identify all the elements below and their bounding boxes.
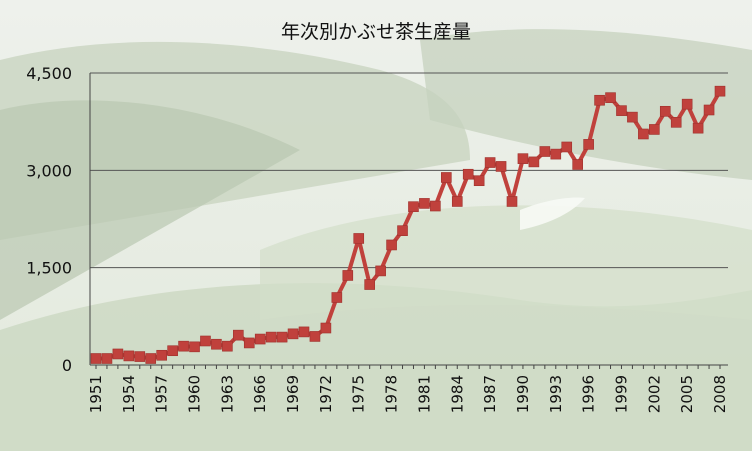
y-tick-label: 1,500	[26, 259, 72, 278]
x-tick-label: 1951	[87, 375, 105, 413]
x-tick-label: 1963	[218, 375, 236, 413]
x-tick-label: 1990	[514, 375, 532, 413]
x-tick-label: 1981	[415, 375, 433, 413]
data-point	[134, 351, 146, 362]
gridlines	[90, 72, 728, 269]
data-point	[517, 153, 529, 164]
data-point	[353, 233, 365, 244]
data-point	[112, 348, 124, 360]
x-tick-label: 1957	[153, 375, 171, 413]
data-point	[320, 322, 332, 334]
x-tick-label: 1993	[547, 375, 565, 413]
data-point	[233, 329, 244, 341]
data-point	[243, 337, 255, 349]
data-point	[342, 270, 354, 281]
data-point	[178, 340, 189, 352]
data-point	[550, 148, 562, 160]
data-point	[583, 139, 594, 150]
data-point	[670, 117, 682, 128]
axes: 0 1,500 3,000 4,500 1951 1954 1957 1960 1963 1966…	[26, 64, 729, 413]
data-point	[441, 172, 452, 183]
data-point	[419, 198, 430, 209]
y-tick-label: 3,000	[26, 161, 72, 180]
data-point	[484, 157, 496, 168]
data-point	[375, 265, 386, 277]
data-point	[430, 200, 441, 212]
data-point	[265, 331, 277, 343]
data-point	[254, 333, 266, 345]
x-tick-label: 2005	[678, 375, 696, 413]
data-point	[572, 159, 583, 170]
data-point	[528, 156, 540, 168]
data-point	[298, 326, 310, 338]
data-point	[451, 196, 463, 207]
x-tick-label: 1984	[448, 375, 466, 413]
data-point	[659, 105, 671, 117]
x-tick-label: 2008	[711, 375, 729, 413]
data-point	[276, 331, 288, 343]
data-point	[462, 168, 474, 180]
data-point	[408, 201, 419, 212]
data-point	[331, 292, 343, 303]
data-point	[145, 353, 157, 364]
data-point	[211, 338, 222, 350]
x-tick-label: 1960	[186, 375, 204, 413]
data-point	[495, 161, 507, 172]
data-point	[692, 122, 704, 134]
x-tick-label: 1969	[284, 375, 302, 413]
x-tick-label: 2002	[645, 375, 663, 413]
data-point	[649, 124, 660, 135]
x-tick-label: 1978	[383, 375, 401, 413]
data-point	[222, 340, 233, 352]
data-point	[616, 105, 627, 116]
data-point	[638, 128, 649, 140]
data-point	[167, 345, 178, 357]
data-point	[506, 196, 518, 207]
chart-title: 年次別かぶせ茶生産量	[281, 21, 471, 43]
data-point	[594, 94, 605, 106]
data-point	[397, 225, 408, 236]
x-tick-label: 1996	[580, 375, 598, 413]
data-point	[200, 335, 211, 347]
data-point	[605, 92, 616, 103]
x-tick-label: 1972	[317, 375, 335, 413]
series-line	[94, 89, 722, 361]
x-tick-label: 1999	[612, 375, 630, 413]
data-point	[386, 239, 397, 251]
data-point	[189, 341, 200, 353]
data-point	[123, 350, 135, 362]
data-point	[561, 141, 573, 153]
data-point	[309, 331, 321, 342]
series-production	[90, 85, 726, 364]
x-tick-label: 1954	[120, 375, 138, 413]
x-tick-label: 1966	[251, 375, 269, 413]
data-point	[364, 279, 375, 290]
y-tick-label: 0	[62, 356, 72, 375]
x-tick-label: 1975	[350, 375, 368, 413]
data-point	[703, 104, 715, 116]
data-point	[90, 353, 102, 364]
data-point	[473, 175, 485, 187]
data-point	[714, 85, 726, 97]
data-point	[101, 353, 113, 364]
data-point	[287, 328, 299, 340]
x-tick-label: 1987	[481, 375, 499, 413]
data-point	[539, 146, 551, 157]
y-tick-label: 4,500	[26, 64, 72, 83]
data-point	[681, 98, 693, 110]
data-point	[156, 349, 167, 361]
data-point	[627, 111, 638, 123]
